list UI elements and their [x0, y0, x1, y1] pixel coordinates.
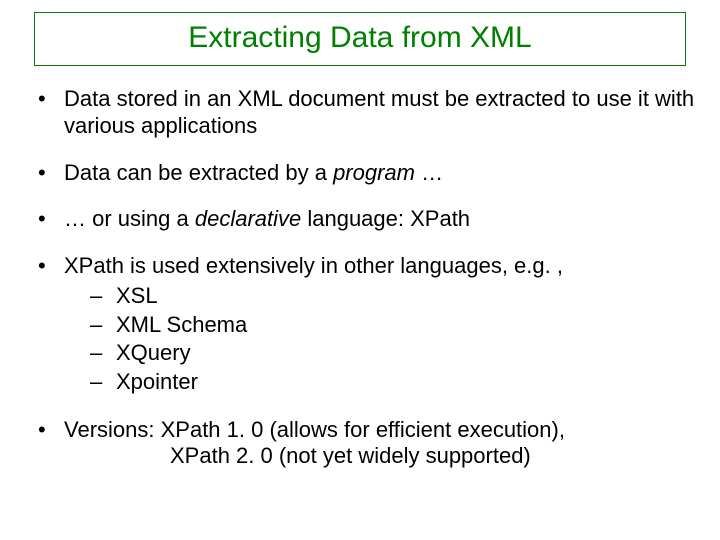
slide: Extracting Data from XML Data stored in …: [0, 0, 720, 540]
sub-text: Xpointer: [116, 369, 198, 394]
bullet-text: XPath is used extensively in other langu…: [64, 253, 563, 278]
bullet-text-part: Data can be extracted by a: [64, 160, 333, 185]
sub-text: XQuery: [116, 340, 191, 365]
bullet-text-italic: declarative: [195, 206, 301, 231]
bullet-list: Data stored in an XML document must be e…: [24, 86, 696, 470]
title-box: Extracting Data from XML: [34, 12, 686, 66]
bullet-text-part: …: [415, 160, 443, 185]
sub-item: Xpointer: [90, 368, 696, 397]
sub-list: XSL XML Schema XQuery Xpointer: [64, 282, 696, 396]
bullet-text-part: … or using a: [64, 206, 195, 231]
bullet-item: Data can be extracted by a program …: [38, 160, 696, 187]
sub-item: XML Schema: [90, 311, 696, 340]
slide-title: Extracting Data from XML: [188, 21, 531, 54]
bullet-text-line1: Versions: XPath 1. 0 (allows for efficie…: [64, 417, 565, 442]
bullet-item: … or using a declarative language: XPath: [38, 206, 696, 233]
bullet-text-italic: program: [333, 160, 415, 185]
bullet-item: Data stored in an XML document must be e…: [38, 86, 696, 140]
bullet-text: Data stored in an XML document must be e…: [64, 86, 694, 138]
sub-item: XSL: [90, 282, 696, 311]
sub-text: XSL: [116, 283, 158, 308]
bullet-item: XPath is used extensively in other langu…: [38, 253, 696, 396]
sub-item: XQuery: [90, 339, 696, 368]
bullet-text-part: language: XPath: [301, 206, 470, 231]
sub-text: XML Schema: [116, 312, 247, 337]
bullet-item: Versions: XPath 1. 0 (allows for efficie…: [38, 417, 696, 471]
bullet-text-line2: XPath 2. 0 (not yet widely supported): [64, 443, 696, 470]
